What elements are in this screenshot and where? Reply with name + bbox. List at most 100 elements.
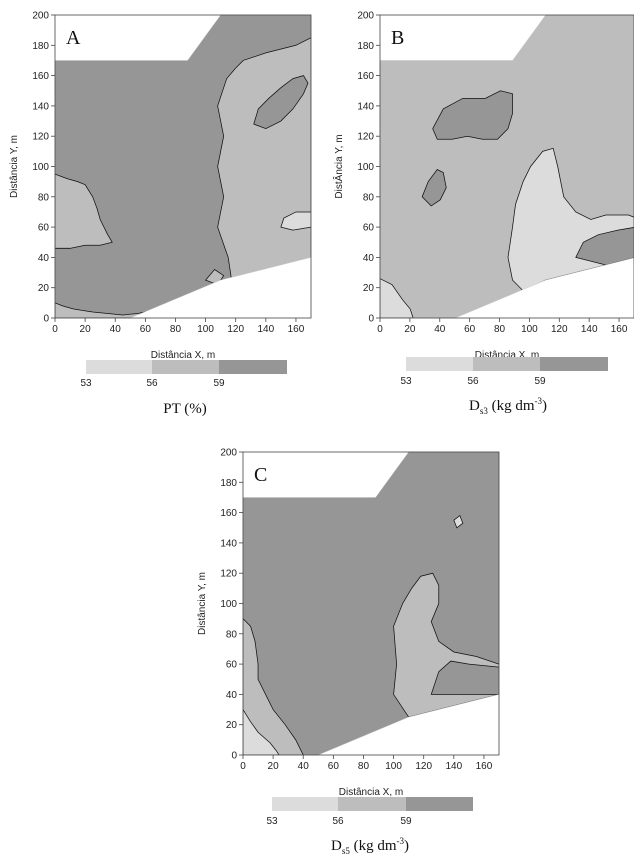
panel-c-y-tick-label: 80 bbox=[226, 629, 238, 640]
legend-c-swatch-low bbox=[272, 797, 338, 811]
panel-b-x-tick-label: 80 bbox=[494, 324, 506, 335]
panel-b-y-tick-label: 60 bbox=[363, 223, 375, 234]
panel-c-y-tick-label: 100 bbox=[220, 599, 237, 610]
panel-c-zone-high-east bbox=[430, 660, 500, 695]
panel-c-x-tick-label: 0 bbox=[240, 761, 246, 772]
panel-a-x-tick-label: 100 bbox=[197, 324, 214, 335]
panel-c-y-tick-label: 60 bbox=[226, 660, 238, 671]
panel-c-x-tick-label: 120 bbox=[415, 761, 432, 772]
legend-a-swatch-low bbox=[86, 360, 152, 374]
panel-c-y-tick-label: 20 bbox=[226, 720, 238, 731]
panel-b-x-tick-label: 100 bbox=[521, 324, 538, 335]
panel-c-x-tick-label: 140 bbox=[445, 761, 462, 772]
legend-b-swatch-low bbox=[406, 357, 473, 371]
legend-a-tick-53: 53 bbox=[80, 378, 92, 389]
legend-b-tick-56: 56 bbox=[467, 376, 479, 387]
panel-c-y-tick-label: 160 bbox=[220, 508, 237, 519]
panel-a-zone-mid-west bbox=[55, 173, 113, 249]
panel-c-x-tick-label: 20 bbox=[268, 761, 280, 772]
panel-b-y-tick-label: 100 bbox=[357, 162, 374, 173]
panel-b-zone-high-west bbox=[421, 169, 447, 207]
panel-a-y-tick-label: 200 bbox=[32, 11, 49, 22]
panel-a-y-tick-label: 40 bbox=[38, 253, 50, 264]
caption-c: Ds5 (kg dm-3) bbox=[331, 836, 409, 856]
legend-c-swatch-high bbox=[406, 797, 473, 811]
panel-b-x-axis-label: Distância X, m bbox=[475, 350, 539, 361]
legend-b-tick-59: 59 bbox=[534, 376, 546, 387]
panel-c-y-tick-label: 40 bbox=[226, 690, 238, 701]
panel-a-spot-high-ne bbox=[253, 75, 309, 130]
panel-a-y-tick-label: 0 bbox=[43, 314, 49, 325]
panel-c-zone-light-corner bbox=[243, 708, 280, 755]
panel-b-x-tick-label: 140 bbox=[581, 324, 598, 335]
panel-a-x-tick-label: 20 bbox=[80, 324, 92, 335]
legend-c-tick-53: 53 bbox=[266, 816, 278, 827]
panel-a-letter: A bbox=[66, 27, 81, 49]
panel-a-x-tick-label: 80 bbox=[170, 324, 182, 335]
panel-b-y-tick-label: 140 bbox=[357, 101, 374, 112]
legend-c: 53 56 59 Ds5 (kg dm-3) bbox=[266, 797, 473, 856]
legend-a-tick-59: 59 bbox=[213, 378, 225, 389]
panel-c-y-tick-label: 180 bbox=[220, 478, 237, 489]
panel-c-x-tick-label: 60 bbox=[328, 761, 340, 772]
panel-a: 0 20 40 60 80 100 120 140 160 0 20 40 60 80 100 120 140 1… bbox=[9, 11, 312, 361]
panel-a-x-tick-label: 40 bbox=[110, 324, 122, 335]
panel-c-x-tick-label: 160 bbox=[476, 761, 493, 772]
legend-a-swatch-high bbox=[219, 360, 287, 374]
panel-a-x-tick-label: 0 bbox=[52, 324, 58, 335]
legend-c-swatch-mid bbox=[338, 797, 406, 811]
legend-b-swatch-high bbox=[540, 357, 608, 371]
panel-b-x-tick-label: 160 bbox=[611, 324, 628, 335]
panel-a-y-tick-label: 100 bbox=[32, 162, 49, 173]
legend-a-tick-56: 56 bbox=[146, 378, 158, 389]
panel-c-y-tick-label: 120 bbox=[220, 569, 237, 580]
panel-b-x-tick-label: 60 bbox=[464, 324, 476, 335]
panel-b-y-tick-label: 160 bbox=[357, 71, 374, 82]
panel-b-y-tick-label: 0 bbox=[368, 314, 374, 325]
panel-b-y-tick-label: 200 bbox=[357, 11, 374, 22]
panel-a-y-tick-label: 180 bbox=[32, 41, 49, 52]
panel-c-x-tick-label: 40 bbox=[298, 761, 310, 772]
panel-c-x-tick-label: 100 bbox=[385, 761, 402, 772]
caption-b: Ds3 (kg dm-3) bbox=[469, 396, 547, 416]
panel-b-zone-light-west bbox=[380, 277, 414, 318]
panel-a-y-axis-label: Distância Y, m bbox=[9, 135, 20, 198]
panel-b-y-tick-label: 20 bbox=[363, 283, 375, 294]
panel-c: 0 20 40 60 80 100 120 140 160 0 20 40 60 80 100 120 140 1… bbox=[197, 448, 500, 798]
legend-a-swatch-mid bbox=[152, 360, 219, 374]
panel-b-x-tick-label: 120 bbox=[551, 324, 568, 335]
legend-c-tick-56: 56 bbox=[332, 816, 344, 827]
panel-c-y-tick-label: 140 bbox=[220, 538, 237, 549]
panel-b-y-tick-label: 180 bbox=[357, 41, 374, 52]
panel-a-y-tick-label: 140 bbox=[32, 101, 49, 112]
panel-b-y-tick-label: 120 bbox=[357, 132, 374, 143]
panel-b-x-tick-label: 20 bbox=[404, 324, 416, 335]
panel-a-y-tick-label: 60 bbox=[38, 223, 50, 234]
panel-c-x-tick-label: 80 bbox=[358, 761, 370, 772]
panel-a-spot-light bbox=[280, 211, 312, 231]
panel-b-y-tick-label: 40 bbox=[363, 253, 375, 264]
panel-b: 0 20 40 60 80 100 120 140 160 0 20 40 60 80 100 120 140 1… bbox=[332, 11, 634, 361]
panel-a-x-tick-label: 60 bbox=[140, 324, 152, 335]
panel-a-x-tick-label: 160 bbox=[288, 324, 305, 335]
caption-a: PT (%) bbox=[163, 401, 206, 417]
legend-b: 53 56 59 Ds3 (kg dm-3) bbox=[400, 357, 608, 416]
panel-c-spot-light-north bbox=[453, 515, 464, 529]
panel-c-y-axis-label: Distância Y, m bbox=[197, 572, 208, 635]
panel-b-y-axis-label: DistÂncia Y, m bbox=[332, 134, 345, 198]
panel-c-zone-mid-west bbox=[243, 617, 304, 755]
panel-a-y-tick-label: 160 bbox=[32, 71, 49, 82]
panel-b-zone-high-center bbox=[432, 90, 513, 140]
panel-c-y-tick-label: 0 bbox=[231, 751, 237, 762]
legend-b-swatch-mid bbox=[473, 357, 540, 371]
legend-a: 53 56 59 PT (%) bbox=[80, 360, 287, 417]
legend-b-tick-53: 53 bbox=[400, 376, 412, 387]
panel-a-x-axis-label: Distância X, m bbox=[151, 350, 215, 361]
panel-b-x-tick-label: 40 bbox=[434, 324, 446, 335]
panel-b-letter: B bbox=[391, 27, 404, 49]
panel-c-y-tick-label: 200 bbox=[220, 448, 237, 459]
panel-a-y-tick-label: 80 bbox=[38, 192, 50, 203]
panel-c-x-axis-label: Distância X, m bbox=[339, 787, 403, 798]
panel-b-x-tick-label: 0 bbox=[377, 324, 383, 335]
